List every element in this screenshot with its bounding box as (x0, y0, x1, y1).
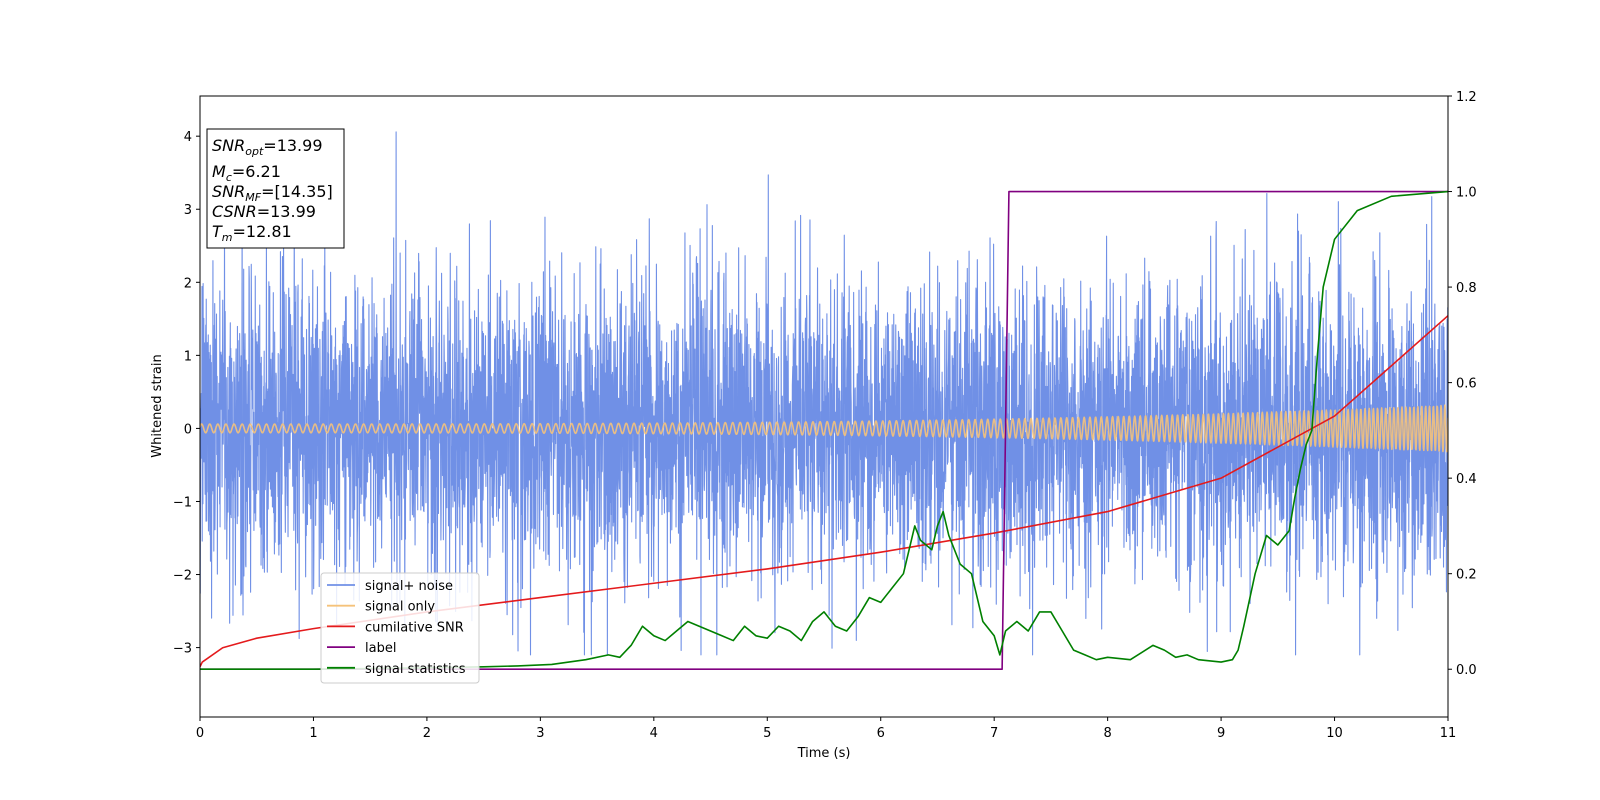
y2-tick-label: 0.6 (1456, 377, 1477, 392)
annotation-line: SNRMF=[14.35] (212, 182, 333, 204)
x-tick-label: 5 (763, 726, 771, 741)
x-tick-label: 3 (536, 726, 544, 741)
x-tick-label: 0 (196, 726, 204, 741)
y-tick-label: 0 (184, 422, 192, 437)
y2-tick-label: 0.8 (1456, 281, 1477, 296)
series-line-4 (200, 190, 1448, 671)
legend-label: label (365, 641, 396, 656)
series-line-2 (200, 315, 1448, 668)
y-tick-label: −2 (173, 569, 192, 584)
legend-label: signal+ noise (365, 579, 453, 594)
x-tick-label: 4 (650, 726, 658, 741)
x-tick-label: 10 (1326, 726, 1343, 741)
y-tick-label: −3 (173, 642, 192, 657)
legend-label: signal statistics (365, 662, 466, 677)
x-axis-label: Time (s) (797, 746, 851, 761)
axes-layer: 0 1 2 3 4 5 6 7 8 9 10 11 −3 −2 −1 0 1 2 3 4 0.0 0.2 0.4 0.6 0.8… (173, 90, 1477, 741)
series-layer (200, 131, 1448, 671)
y-tick-label: 1 (184, 349, 192, 364)
x-tick-label: 11 (1440, 726, 1457, 741)
legend-label: signal only (365, 600, 435, 615)
annotation-frame (206, 128, 345, 249)
y-axis-label: Whitened strain (150, 354, 165, 457)
legend: signal+ noise signal only cumilative SNR la… (320, 572, 480, 684)
x-tick-label: 9 (1217, 726, 1225, 741)
series-line-3 (200, 190, 1448, 671)
y2-tick-label: 1.2 (1456, 90, 1477, 105)
x-tick-label: 6 (877, 726, 885, 741)
series-line-1 (200, 404, 1448, 453)
annotation-line: Mc=6.21 (212, 162, 281, 184)
legend-label: cumilative SNR (365, 620, 464, 635)
y-tick-label: 3 (184, 203, 192, 218)
x-tick-label: 1 (309, 726, 317, 741)
y-tick-label: −1 (173, 495, 192, 510)
annotation-box: SNRopt=13.99 Mc=6.21SNRMF=[14.35]CSNR=13.… (206, 128, 345, 249)
y2-tick-label: 0.2 (1456, 568, 1477, 583)
annotation-line: CSNR=13.99 (212, 202, 316, 221)
legend-frame (320, 572, 480, 684)
x-tick-label: 7 (990, 726, 998, 741)
y2-tick-label: 1.0 (1456, 186, 1477, 201)
y-tick-label: 2 (184, 276, 192, 291)
y-tick-label: 4 (184, 130, 192, 145)
y2-tick-label: 0.0 (1456, 663, 1477, 678)
x-tick-label: 8 (1103, 726, 1111, 741)
annotation-line: Tm=12.81 (212, 222, 292, 244)
annotation-line: SNRopt=13.99 (212, 136, 323, 158)
plot-frame (199, 95, 1449, 718)
x-tick-label: 2 (423, 726, 431, 741)
y2-tick-label: 0.4 (1456, 472, 1477, 487)
